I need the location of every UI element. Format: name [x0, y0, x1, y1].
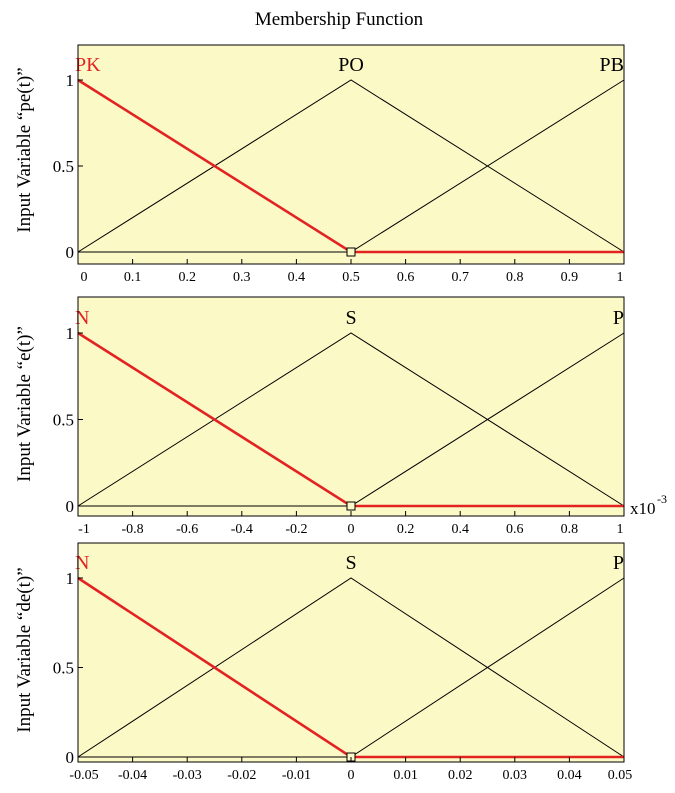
x-tick-label-pe-9: 0.9 [561, 270, 579, 285]
plot-area-pe [78, 45, 624, 264]
x-tick-label-pe-8: 0.8 [506, 270, 524, 285]
x-tick-label-de-0: -0.05 [69, 768, 98, 783]
figure-title: Membership Function [255, 9, 424, 30]
y-tick-label-pe-2: 1 [66, 71, 75, 90]
series-label-de-p: P [613, 552, 624, 574]
x-tick-label-pe-6: 0.6 [397, 270, 415, 285]
y-axis-label-pe: Input Variable “pe(t)” [14, 67, 35, 232]
panel-e: Input Variable “e(t)” N S P -1 -0.8 -0.6 -0.4 -… [14, 296, 667, 537]
series-label-pe-pb: PB [600, 54, 624, 76]
x-tick-label-e-9: 0.8 [561, 522, 579, 537]
x-tick-label-de-6: 0.01 [393, 768, 418, 783]
series-label-de-n: N [75, 552, 89, 574]
x-tick-label-de-8: 0.03 [503, 768, 528, 783]
y-tick-label-pe-0: 0 [66, 243, 75, 262]
series-label-e-p: P [613, 307, 624, 329]
y-tick-label-e-0: 0 [66, 497, 75, 516]
panel-pe: Input Variable “pe(t)” PK PO PB 0 0.1 0.2 0.3 0… [14, 44, 625, 285]
y-tick-label-e-1: 0.5 [53, 411, 74, 430]
x-tick-label-e-6: 0.2 [397, 522, 415, 537]
plot-area-de [78, 543, 624, 762]
x-tick-label-pe-3: 0.3 [233, 270, 251, 285]
x-tick-label-e-5: 0 [348, 522, 355, 537]
x-tick-label-pe-0: 0 [81, 270, 88, 285]
series-line-e-s [77, 332, 625, 507]
x-tick-label-de-2: -0.03 [173, 768, 202, 783]
series-label-pe-po: PO [338, 54, 364, 76]
selected-point-marker-e [346, 501, 356, 511]
y-axis-label-de: Input Variable “de(t)” [14, 567, 35, 732]
y-tick-label-pe-1: 0.5 [53, 157, 74, 176]
x-tick-label-e-2: -0.6 [176, 522, 198, 537]
y-tick-label-de-0: 0 [66, 748, 75, 767]
panel-de: Input Variable “de(t)” N S P -0.05 -0.04 -0.0… [14, 542, 633, 783]
x-tick-label-pe-5: 0.5 [342, 270, 360, 285]
series-line-de-s [77, 577, 625, 758]
y-tick-label-e-2: 1 [66, 324, 75, 343]
x-axis-multiplier-exponent-e: -3 [657, 492, 667, 506]
series-label-pe-pk: PK [75, 54, 101, 76]
series-label-e-n: N [75, 307, 89, 329]
x-tick-label-de-3: -0.02 [227, 768, 256, 783]
y-tick-label-de-1: 0.5 [53, 659, 74, 678]
x-tick-label-pe-2: 0.2 [178, 270, 196, 285]
x-tick-label-e-8: 0.6 [506, 522, 524, 537]
x-tick-label-pe-1: 0.1 [124, 270, 142, 285]
x-tick-label-de-5: 0 [348, 768, 355, 783]
plot-area-e [78, 297, 624, 516]
x-tick-label-pe-10: 1 [617, 270, 624, 285]
x-tick-label-de-9: 0.04 [557, 768, 582, 783]
x-tick-label-e-1: -0.8 [122, 522, 144, 537]
y-axis-label-e: Input Variable “e(t)” [14, 326, 35, 482]
y-tick-label-de-2: 1 [66, 569, 75, 588]
x-tick-label-pe-4: 0.4 [288, 270, 306, 285]
x-tick-label-e-4: -0.2 [285, 522, 307, 537]
x-tick-label-e-10: 1 [617, 522, 624, 537]
x-tick-label-e-7: 0.4 [451, 522, 469, 537]
x-tick-label-de-4: -0.01 [282, 768, 311, 783]
x-tick-label-e-0: -1 [78, 522, 90, 537]
x-tick-label-de-7: 0.02 [448, 768, 473, 783]
x-tick-label-e-3: -0.4 [231, 522, 253, 537]
series-line-pe-po [77, 79, 625, 253]
x-axis-multiplier-e: x10 [630, 499, 656, 518]
series-label-e-s: S [345, 307, 356, 329]
selected-point-marker-pe [346, 247, 356, 257]
x-tick-label-pe-7: 0.7 [451, 270, 469, 285]
series-label-de-s: S [345, 552, 356, 574]
x-tick-label-de-10: 0.05 [608, 768, 633, 783]
x-tick-label-de-1: -0.04 [118, 768, 147, 783]
